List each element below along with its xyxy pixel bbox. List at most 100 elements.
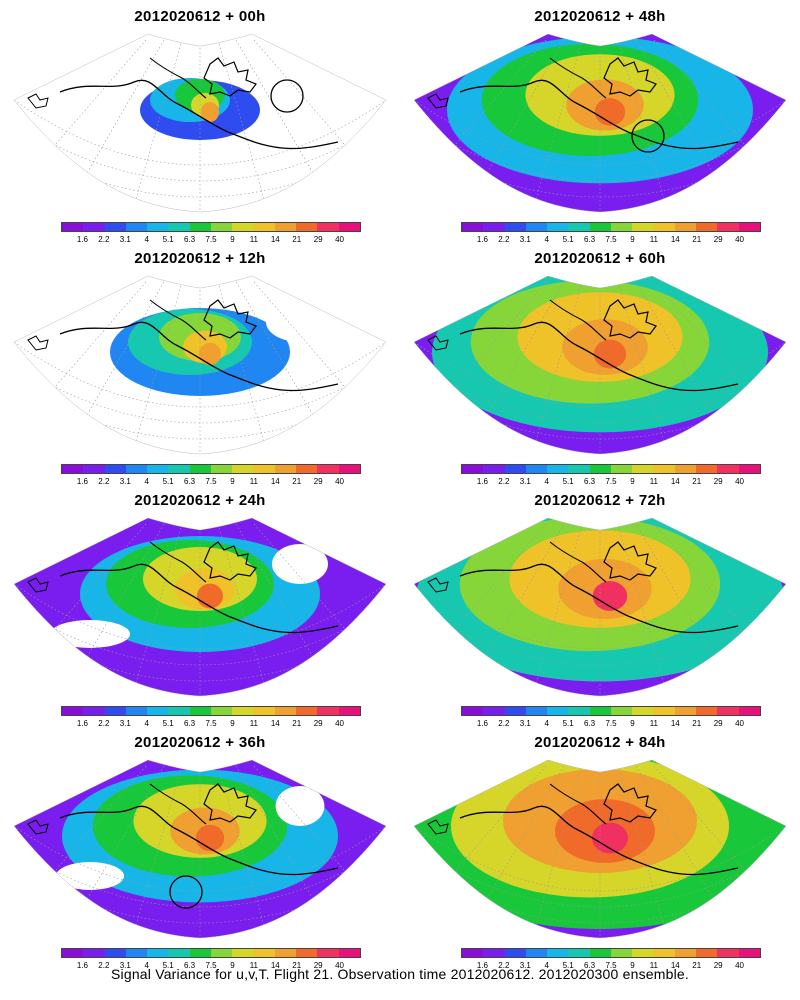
colorbar-segment (717, 465, 739, 473)
colorbar-tick-label: 40 (735, 961, 745, 970)
colorbar-segment (589, 223, 611, 231)
colorbar-segment (696, 949, 718, 957)
colorbar-segment (632, 465, 654, 473)
colorbar-segment (274, 707, 297, 715)
panel-title: 2012020612 + 60h (534, 250, 666, 267)
colorbar-segment (738, 949, 760, 957)
colorbar-segment (738, 465, 760, 473)
colorbar-tick-label: 6.3 (584, 477, 596, 486)
colorbar-segment (168, 949, 190, 957)
colorbar-segment (125, 707, 148, 715)
map-panel: 2012020612 + 72h 1.6 2.2 3.1 4 5.1 6.3 7.5 9 11 14… (400, 484, 800, 729)
colorbar-segment (717, 949, 739, 957)
colorbar-tick-label: 11 (249, 719, 258, 728)
panel-title: 2012020612 + 24h (134, 492, 266, 509)
colorbar-tick-label: 6.3 (584, 719, 596, 728)
colorbar-tick-label: 14 (670, 477, 680, 486)
variance-map (13, 33, 387, 213)
colorbar-tick-label: 14 (670, 235, 680, 244)
colorbar-tick-label: 40 (335, 961, 345, 970)
colorbar-segment (610, 223, 633, 231)
colorbar-segment (317, 223, 339, 231)
colorbar-tick-label: 4 (544, 477, 549, 486)
colorbar-segment (738, 223, 760, 231)
colorbar-segment (338, 465, 360, 473)
figure-caption: Signal Variance for u,v,T. Flight 21. Ob… (110, 966, 689, 982)
map-panel: 2012020612 + 84h 1.6 2.2 3.1 4 5.1 6.3 7.5 9 11 14… (400, 726, 800, 971)
colorbar (461, 948, 761, 958)
colorbar-tick-label: 29 (713, 961, 723, 970)
colorbar-tick-label: 1.6 (476, 477, 488, 486)
colorbar-tick-label: 40 (735, 235, 745, 244)
colorbar-segment (125, 465, 148, 473)
colorbar-ticks: 1.6 2.2 3.1 4 5.1 6.3 7.5 9 11 14 21 29 40 (446, 235, 776, 247)
colorbar-segment (274, 465, 297, 473)
colorbar-tick-label: 5.1 (562, 477, 574, 486)
colorbar-segment (62, 465, 84, 473)
panel-title: 2012020612 + 48h (534, 8, 666, 25)
colorbar-tick-label: 4 (544, 719, 549, 728)
colorbar-tick-label: 5.1 (162, 235, 174, 244)
colorbar-tick-label: 2.2 (498, 235, 510, 244)
colorbar-segment (232, 707, 254, 715)
colorbar-tick-label: 4 (144, 961, 149, 970)
colorbar-ticks: 1.6 2.2 3.1 4 5.1 6.3 7.5 9 11 14 21 29 40 (46, 961, 376, 973)
colorbar-segment (317, 707, 339, 715)
colorbar-segment (210, 949, 233, 957)
panel-title: 2012020612 + 12h (134, 250, 266, 267)
colorbar-tick-label: 29 (313, 477, 323, 486)
colorbar-segment (83, 949, 105, 957)
colorbar-segment (338, 223, 360, 231)
colorbar-segment (83, 223, 105, 231)
colorbar-tick-label: 4 (144, 477, 149, 486)
colorbar-segment (589, 949, 611, 957)
colorbar-segment (610, 465, 633, 473)
colorbar-tick-label: 1.6 (476, 719, 488, 728)
colorbar-tick-label: 3.1 (119, 719, 131, 728)
colorbar-segment (189, 949, 211, 957)
colorbar-segment (504, 949, 526, 957)
colorbar-tick-label: 3.1 (519, 961, 531, 970)
colorbar-segment (674, 949, 697, 957)
colorbar-tick-label: 4 (144, 719, 149, 728)
colorbar-tick-label: 7.5 (205, 961, 217, 970)
colorbar-segment (696, 465, 718, 473)
variance-map (13, 275, 387, 455)
colorbar-segment (83, 707, 105, 715)
colorbar-segment (147, 949, 169, 957)
colorbar-segment (210, 223, 233, 231)
colorbar-segment (253, 949, 275, 957)
colorbar-tick-label: 11 (649, 719, 658, 728)
colorbar-tick-label: 4 (544, 235, 549, 244)
colorbar (61, 222, 361, 232)
colorbar-tick-label: 4 (544, 961, 549, 970)
colorbar-tick-label: 7.5 (605, 235, 617, 244)
colorbar (61, 464, 361, 474)
colorbar-segment (525, 223, 548, 231)
colorbar-tick-label: 3.1 (119, 477, 131, 486)
colorbar-tick-label: 11 (249, 961, 258, 970)
colorbar-tick-label: 7.5 (605, 719, 617, 728)
colorbar-segment (189, 707, 211, 715)
colorbar-segment (632, 707, 654, 715)
colorbar-segment (147, 707, 169, 715)
colorbar (461, 706, 761, 716)
colorbar-segment (504, 465, 526, 473)
colorbar (461, 222, 761, 232)
colorbar-tick-label: 21 (692, 961, 702, 970)
colorbar-tick-label: 2.2 (498, 719, 510, 728)
colorbar-tick-label: 29 (713, 235, 723, 244)
colorbar-tick-label: 21 (692, 477, 702, 486)
map-panel: 2012020612 + 00h 1.6 2.2 3.1 4 5.1 6.3 7.5 9 11 14… (0, 0, 400, 245)
colorbar-tick-label: 21 (692, 235, 702, 244)
colorbar-segment (483, 223, 505, 231)
colorbar-tick-label: 1.6 (76, 961, 88, 970)
colorbar-segment (610, 949, 633, 957)
colorbar-segment (483, 707, 505, 715)
colorbar-segment (547, 465, 569, 473)
colorbar-segment (125, 223, 148, 231)
colorbar-tick-label: 7.5 (605, 961, 617, 970)
colorbar-segment (62, 707, 84, 715)
colorbar-ticks: 1.6 2.2 3.1 4 5.1 6.3 7.5 9 11 14 21 29 40 (46, 235, 376, 247)
colorbar-tick-label: 5.1 (562, 235, 574, 244)
